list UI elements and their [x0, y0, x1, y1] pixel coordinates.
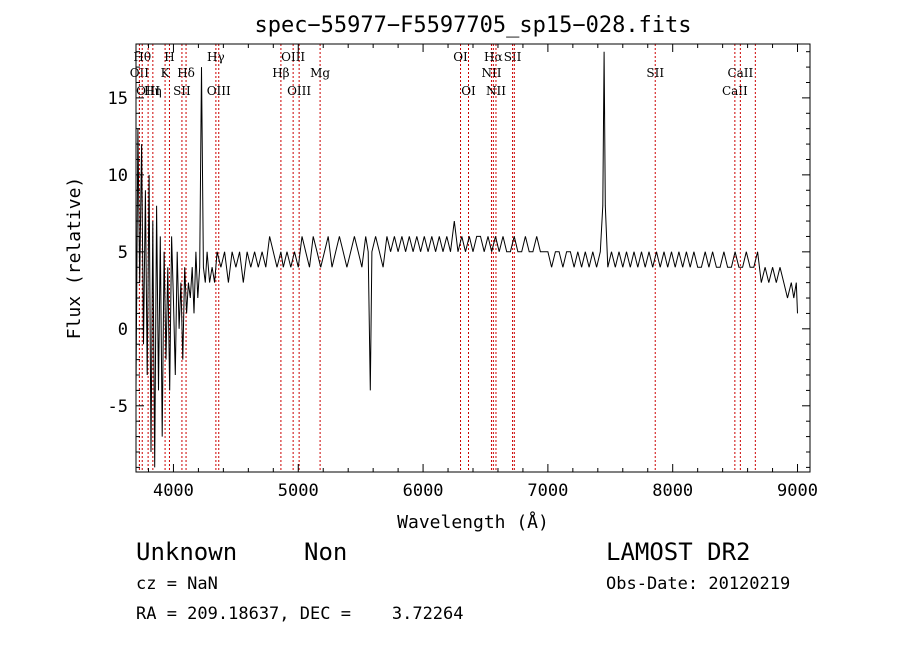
marker-label: CaII: [722, 84, 748, 98]
spectrum-series: [135, 51, 798, 468]
x-axis-label: Wavelength (Å): [397, 511, 549, 533]
marker-label: OI: [453, 50, 468, 64]
marker-label: CaII: [727, 66, 753, 80]
marker-label: NII: [486, 84, 506, 98]
y-tick-label: 0: [118, 320, 128, 340]
y-tick-label: 5: [118, 243, 128, 263]
y-tick-label: 15: [108, 89, 128, 109]
marker-label: SII: [504, 50, 522, 64]
y-axis: -5 0 5 10 15: [108, 51, 810, 468]
marker-label: Mg: [310, 66, 330, 80]
plot-frame: [135, 43, 811, 473]
spectrum-chart: spec−55977−F5597705_sp15−028.fits OII Hθ O…: [64, 13, 818, 533]
x-tick-label: 8000: [652, 481, 693, 501]
marker-label: Hθ: [133, 50, 151, 64]
x-tick-label: 5000: [278, 481, 319, 501]
marker-label: OIII: [287, 84, 311, 98]
y-tick-label: 10: [108, 166, 128, 186]
marker-label: NII: [481, 66, 501, 80]
object-subclass: Non: [304, 538, 348, 566]
chart-title: spec−55977−F5597705_sp15−028.fits: [254, 13, 691, 38]
marker-label: SII: [646, 66, 664, 80]
marker-label: OIII: [136, 84, 160, 98]
x-tick-label: 4000: [153, 481, 194, 501]
redshift-cz: cz = NaN: [136, 574, 218, 594]
y-tick-label: -5: [108, 397, 128, 417]
marker-label: Hα: [484, 50, 503, 64]
survey-name: LAMOST DR2: [606, 538, 751, 566]
spectrum-line: [135, 51, 798, 468]
x-axis: 4000 5000 6000 7000 8000 9000: [147, 44, 818, 501]
marker-label: OIII: [207, 84, 231, 98]
marker-label: H: [164, 50, 174, 64]
marker-label: OI: [461, 84, 476, 98]
x-tick-label: 7000: [527, 481, 568, 501]
x-tick-label: 9000: [777, 481, 818, 501]
object-class: Unknown: [136, 538, 238, 566]
marker-label: OIII: [281, 50, 305, 64]
marker-label: SII: [173, 84, 191, 98]
marker-label: OII: [130, 66, 150, 80]
marker-label: Hη: [144, 84, 162, 98]
marker-label: Hγ: [207, 50, 225, 64]
y-axis-label: Flux (relative): [64, 177, 85, 340]
coordinates: RA = 209.18637, DEC = 3.72264: [136, 604, 464, 624]
marker-label: Hδ: [177, 66, 195, 80]
x-tick-label: 6000: [403, 481, 444, 501]
obs-date: Obs-Date: 20120219: [606, 574, 791, 594]
marker-label: Hβ: [272, 66, 289, 80]
marker-label: K: [161, 66, 171, 80]
